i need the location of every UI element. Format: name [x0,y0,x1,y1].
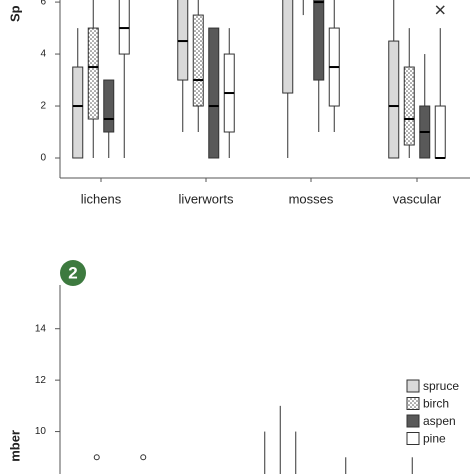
x-tick-label: vascular [393,191,442,206]
box [313,0,325,81]
box [388,40,400,159]
box [177,0,189,81]
y-axis-label: Sp [7,5,22,22]
outlier [93,454,100,461]
legend-swatch [406,432,420,445]
legend-label: spruce [423,379,459,393]
x-tick-label: lichens [81,191,122,206]
panel-label: 2 [68,263,77,282]
y-tick-label: 0 [40,153,46,164]
y-tick-label: 10 [35,426,47,437]
box [192,14,204,107]
outlier [140,454,147,461]
box [72,66,84,159]
legend-label: aspen [423,414,456,428]
box [87,27,99,120]
x-tick-label: liverworts [179,191,234,206]
x-tick-label: mosses [289,191,334,206]
panel-badge [60,260,86,286]
box [434,105,446,159]
y-tick-label: 4 [40,49,46,60]
legend-label: birch [423,397,449,411]
box [208,27,220,159]
legend-swatch [406,397,420,410]
box [103,79,115,133]
outlier [435,5,445,15]
box [403,66,415,146]
y-tick-label: 12 [35,375,47,386]
y-tick-label: 14 [35,323,47,334]
box [118,0,130,55]
plot-area [72,0,446,159]
plot-area [93,405,413,474]
y-axis-label: mber [7,430,22,462]
y-tick-label: 2 [40,101,46,112]
legend-label: pine [423,432,446,446]
box [282,0,294,94]
legend-swatch [406,379,420,393]
legend-swatch [406,414,420,428]
y-tick-label: 6 [40,0,46,8]
